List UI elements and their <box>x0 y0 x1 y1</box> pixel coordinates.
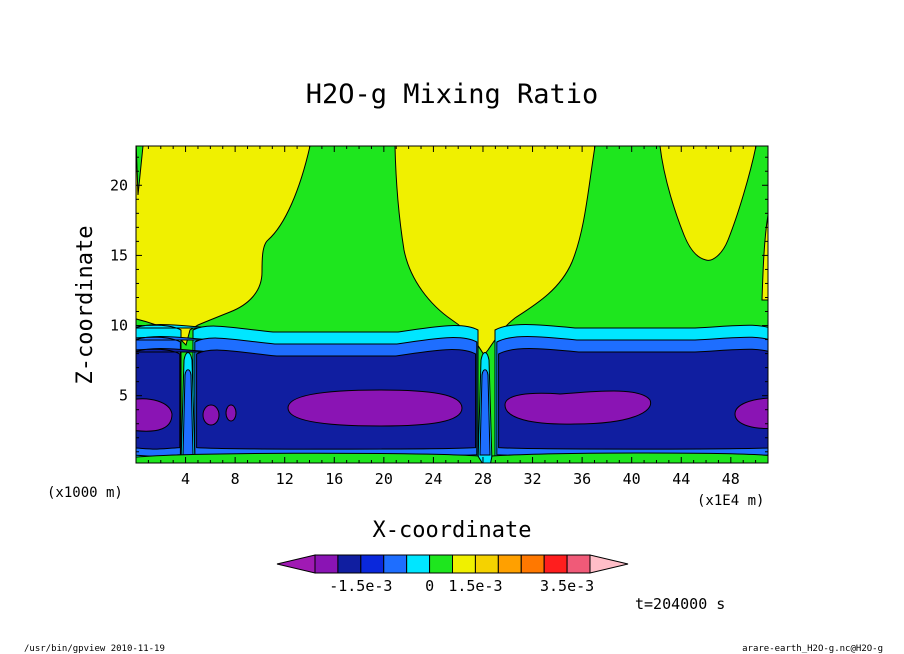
contour-field <box>136 146 768 463</box>
x-tick-label: 24 <box>424 470 442 488</box>
band-yellow-right-edge <box>761 214 768 301</box>
x-tick-label: 36 <box>573 470 591 488</box>
x-unit-label: (x1000 m) <box>47 485 123 501</box>
y-tick-label: 15 <box>110 246 128 264</box>
x-tick-label: 48 <box>722 470 740 488</box>
footer-right: arare-earth_H2O-g.nc@H2O-g <box>742 644 883 654</box>
x-tick-label: 44 <box>672 470 690 488</box>
core-purple-6 <box>225 404 237 422</box>
colorbar-swatch <box>337 554 362 574</box>
colorbar-swatch <box>383 554 408 574</box>
y-tick-label: 5 <box>119 387 128 405</box>
footer-left: /usr/bin/gpview 2010-11-19 <box>24 644 165 654</box>
x-tick-label: 12 <box>276 470 294 488</box>
colorbar-label: -1.5e-3 <box>329 577 392 595</box>
column-blue-1 <box>182 369 194 456</box>
colorbar-swatch <box>452 554 476 574</box>
core-purple-5 <box>202 404 220 426</box>
colorbar-swatch <box>314 554 339 574</box>
band-green-bottom-2 <box>490 452 768 463</box>
colorbar: -1.5e-3 0 1.5e-3 3.5e-3 <box>276 554 629 595</box>
colorbar-label: 0 <box>425 577 434 595</box>
x-tick-label: 8 <box>231 470 240 488</box>
band-yellow-right-top <box>659 146 757 261</box>
x-tick-label: 16 <box>325 470 343 488</box>
core-purple-3 <box>136 398 173 432</box>
chart-title: H2O-g Mixing Ratio <box>306 79 599 110</box>
band-yellow-center <box>394 146 596 356</box>
band-green-bottom-1 <box>136 452 483 463</box>
y-axis-label: Z-coordinate <box>73 226 98 385</box>
colorbar-label: 3.5e-3 <box>540 577 594 595</box>
colorbar-swatch <box>520 554 545 574</box>
colorbar-label: 1.5e-3 <box>448 577 502 595</box>
colorbar-swatch <box>497 554 522 574</box>
colorbar-swatch <box>406 554 431 574</box>
colorbar-swatch <box>474 554 499 574</box>
x-tick-label: 32 <box>524 470 542 488</box>
x-tick-label: 40 <box>623 470 641 488</box>
colorbar-swatch <box>543 554 568 574</box>
column-blue-2 <box>479 369 491 456</box>
core-purple-1 <box>287 389 463 427</box>
colorbar-swatch <box>566 554 591 574</box>
core-purple-4 <box>734 397 768 429</box>
colorbar-low-arrow <box>276 554 316 574</box>
plot-frame <box>135 145 769 464</box>
colorbar-swatch <box>429 554 454 574</box>
x-tick-label: 4 <box>181 470 190 488</box>
y-tick-label: 10 <box>110 317 128 335</box>
core-purple-2 <box>504 390 652 425</box>
x-axis-label: X-coordinate <box>373 518 532 543</box>
y-tick-label: 20 <box>110 176 128 194</box>
x-multiplier-label: (x1E4 m) <box>697 493 764 509</box>
colorbar-swatch <box>360 554 385 574</box>
x-tick-label: 28 <box>474 470 492 488</box>
time-label: t=204000 s <box>635 595 725 613</box>
x-tick-label: 20 <box>375 470 393 488</box>
colorbar-high-arrow <box>589 554 629 574</box>
